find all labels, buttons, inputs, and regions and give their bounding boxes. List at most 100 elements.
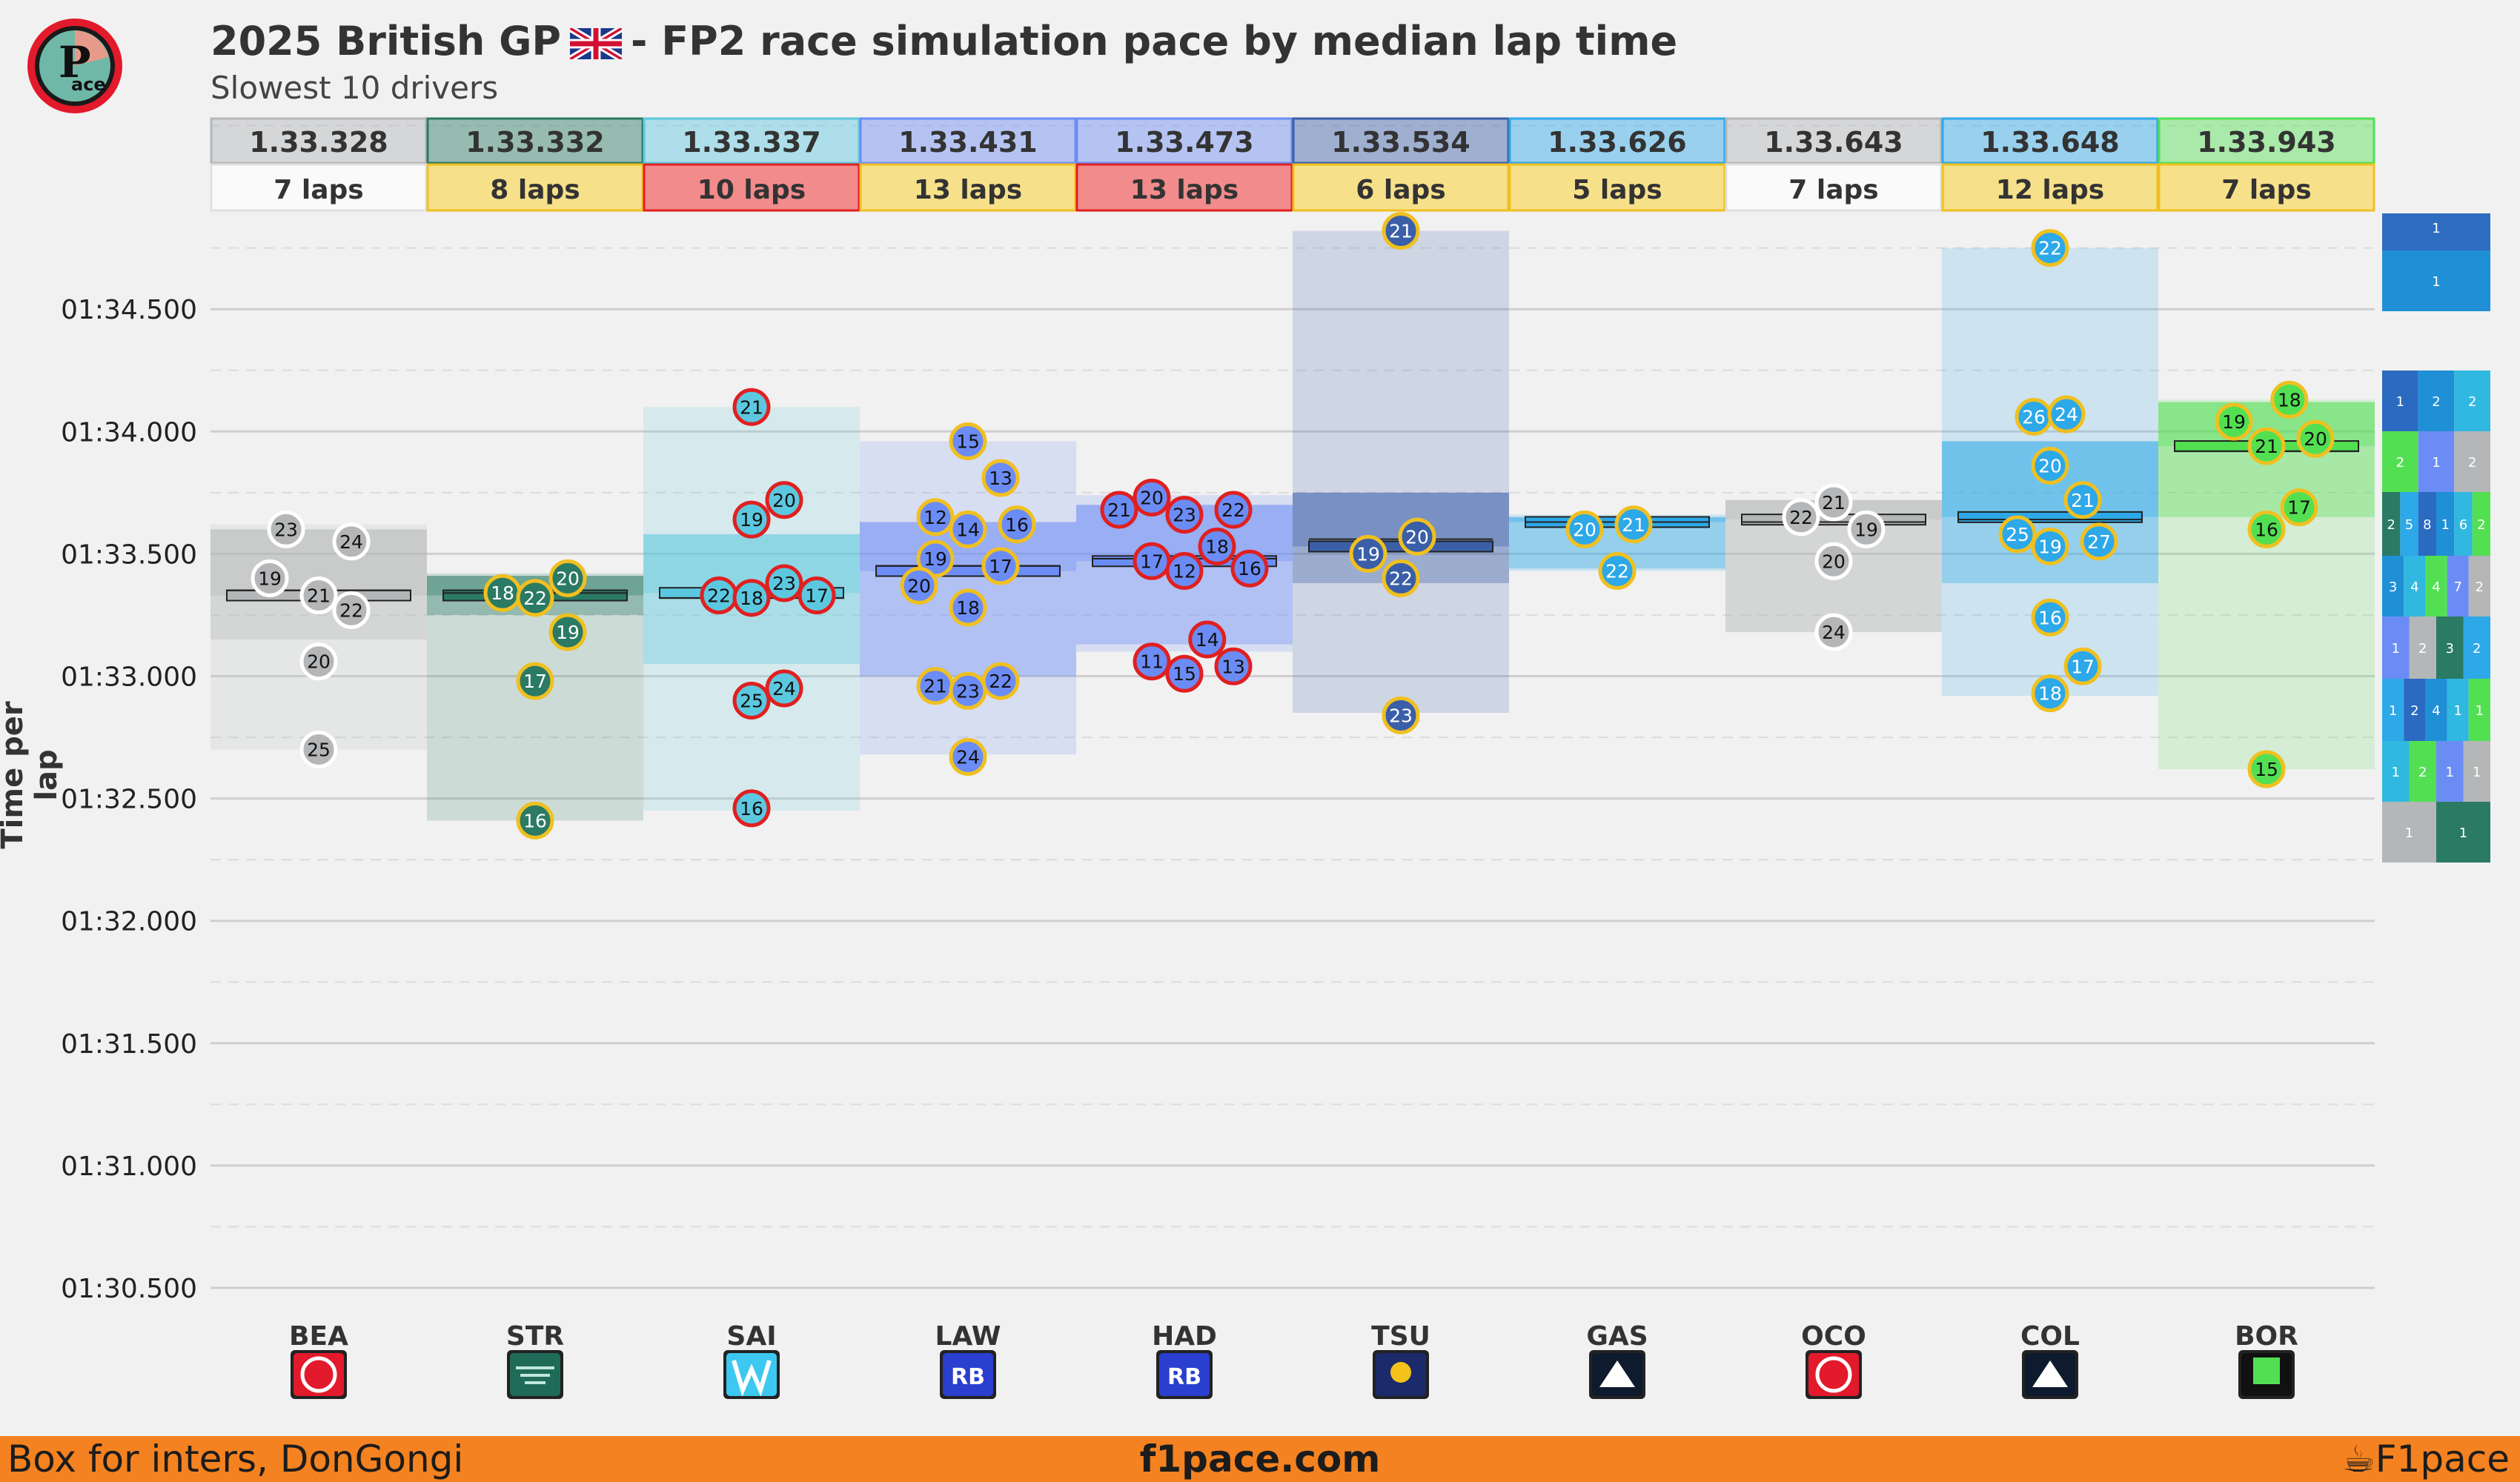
lap-point <box>1847 510 1886 548</box>
lap-point <box>332 522 371 561</box>
lap-point <box>798 576 836 615</box>
lap-point <box>732 500 771 539</box>
y-tick-label: 01:33.000 <box>61 662 197 693</box>
lap-number-label: 20 <box>556 568 580 589</box>
median-header-cell <box>1941 117 2159 165</box>
tyre-strip-cell <box>2409 741 2436 802</box>
lap-point <box>2031 598 2069 637</box>
lap-point <box>299 642 338 681</box>
tyre-strip-cell <box>2454 370 2490 431</box>
lap-number-label: 20 <box>307 651 331 673</box>
tyre-strip-cell <box>2468 679 2490 741</box>
tyre-strip-cell <box>2463 617 2490 679</box>
laps-header-cell <box>1725 163 1943 212</box>
tyre-strip-cell <box>2454 492 2473 556</box>
aston-martin-mark <box>516 1366 554 1384</box>
lap-number-label: 22 <box>707 585 731 607</box>
tyre-strip-cell <box>2418 492 2436 556</box>
tyre-strip-cell <box>2436 617 2464 679</box>
lap-point <box>1133 478 1171 516</box>
lap-point <box>2031 674 2069 713</box>
tyre-strip-cell <box>2463 741 2490 802</box>
lap-number-label: 20 <box>1573 519 1596 540</box>
lap-number-label: 13 <box>989 468 1012 489</box>
lap-number-label: 18 <box>2038 683 2062 705</box>
lap-number-label: 24 <box>2055 404 2078 425</box>
lap-number-label: 25 <box>307 740 331 761</box>
tyre-strip-label: 3 <box>2446 641 2454 657</box>
chart-title: 2025 British GP - FP2 race simulation pac… <box>210 18 1677 64</box>
lap-point <box>1814 613 1853 651</box>
median-time-label: 1.33.431 <box>898 126 1038 159</box>
lap-number-label: 16 <box>1005 514 1029 536</box>
lap-number-label: 21 <box>924 676 947 697</box>
lap-number-label: 21 <box>740 396 763 418</box>
lap-point <box>1165 552 1204 591</box>
tyre-strip-label: 2 <box>2418 641 2427 657</box>
tyre-strip-cell <box>2382 741 2410 802</box>
tyre-strip-label: 1 <box>2432 455 2440 471</box>
median-header-cell <box>643 117 861 165</box>
tyre-strip-label: 6 <box>2459 517 2467 533</box>
lap-point <box>1398 517 1436 556</box>
tyre-strip-cell <box>2382 370 2418 431</box>
lap-number-label: 22 <box>339 599 363 621</box>
lap-point <box>949 588 987 627</box>
tyre-strip-cell <box>2418 431 2455 492</box>
lap-number-label: 19 <box>924 548 947 570</box>
lap-number-label: 19 <box>556 622 580 643</box>
lap-point <box>548 559 587 597</box>
median-time-label: 1.33.534 <box>1331 126 1470 159</box>
tyre-strip-label: 1 <box>2459 825 2467 841</box>
team-logo-fill <box>1159 1353 1210 1396</box>
tyre-strip-cell <box>2436 802 2490 863</box>
coffee-icon: ☕ <box>2341 1438 2375 1481</box>
lap-point <box>2247 750 2286 788</box>
lap-point <box>949 737 987 776</box>
tyre-strip-label: 4 <box>2432 703 2440 719</box>
lap-number-label: 17 <box>2071 656 2095 677</box>
driver-code-label: BEA <box>289 1321 348 1352</box>
laps-count-label: 13 laps <box>914 175 1022 205</box>
lap-point <box>765 564 803 602</box>
lap-point <box>2247 510 2286 548</box>
tyre-strip-label: 1 <box>2396 394 2404 410</box>
lap-point <box>1382 696 1420 734</box>
laps-header-cell <box>210 163 428 212</box>
lap-number-label: 15 <box>2255 759 2278 780</box>
median-time-label: 1.33.626 <box>1548 126 1687 159</box>
lap-point <box>900 566 938 605</box>
lap-number-label: 17 <box>523 671 547 692</box>
uk-flag-icon <box>570 28 623 60</box>
median-header-cell <box>1725 117 1943 165</box>
tyre-strip-cell <box>2436 741 2464 802</box>
footer-brand: ☕F1pace <box>2342 1438 2510 1481</box>
median-band <box>1957 511 2143 523</box>
lap-number-label: 18 <box>740 588 763 609</box>
tyre-strip-cell <box>2382 617 2410 679</box>
whisker-range <box>210 524 427 750</box>
lap-number-label: 20 <box>907 575 931 597</box>
median-header-cell <box>2158 117 2375 165</box>
lap-point <box>981 547 1020 585</box>
lap-point <box>732 789 771 828</box>
lap-point <box>1198 527 1236 565</box>
tyre-strip-cell <box>2382 556 2404 617</box>
tyre-strip-cell <box>2382 679 2404 741</box>
y-tick-label: 01:34.000 <box>61 417 197 448</box>
lap-point <box>1814 542 1853 580</box>
tyre-strip-label: 1 <box>2473 765 2481 780</box>
laps-count-label: 7 laps <box>1788 175 1878 205</box>
lap-number-label: 21 <box>1822 492 1846 514</box>
lap-point <box>516 801 554 840</box>
driver-code-label: COL <box>2020 1321 2080 1352</box>
lap-number-label: 24 <box>1822 622 1846 643</box>
median-time-label: 1.33.328 <box>249 126 388 159</box>
lap-point <box>1598 552 1637 591</box>
lap-number-label: 15 <box>956 431 980 453</box>
lap-number-label: 25 <box>2006 524 2029 545</box>
tyre-strip-label: 1 <box>2389 703 2397 719</box>
lap-point <box>2280 488 2318 527</box>
lap-point <box>1382 212 1420 250</box>
tyre-strip-cell <box>2404 679 2426 741</box>
